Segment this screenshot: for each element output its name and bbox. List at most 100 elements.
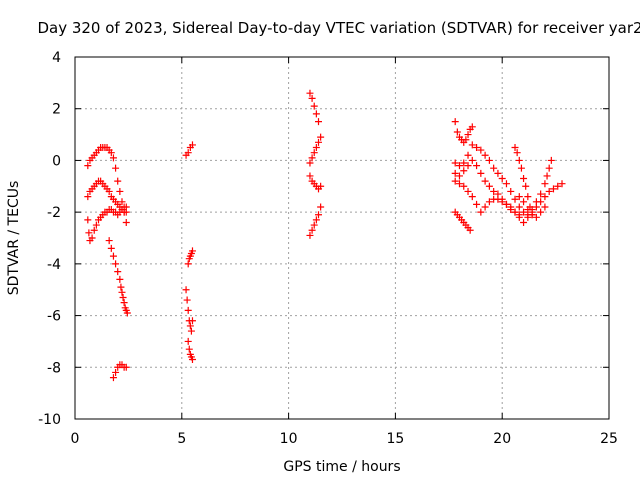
x-tick-label: 5 xyxy=(177,431,186,447)
data-point xyxy=(468,123,476,131)
data-point xyxy=(464,131,472,139)
data-point xyxy=(520,198,528,206)
data-point xyxy=(455,162,463,170)
data-point xyxy=(543,172,551,180)
data-point xyxy=(515,203,523,211)
data-point xyxy=(312,144,320,151)
x-tick-label: 0 xyxy=(71,431,80,447)
series-arc-l xyxy=(306,203,325,239)
data-point xyxy=(114,177,122,185)
data-point xyxy=(477,208,485,216)
data-point xyxy=(513,149,521,157)
x-tick-label: 20 xyxy=(493,431,511,447)
data-point xyxy=(116,187,124,195)
data-point xyxy=(84,162,92,170)
data-point xyxy=(308,154,316,162)
data-point xyxy=(109,374,117,382)
data-point xyxy=(107,244,115,252)
data-point xyxy=(188,141,196,149)
series-arc-u xyxy=(515,193,549,221)
data-point xyxy=(451,118,459,126)
data-point xyxy=(460,182,468,190)
data-point xyxy=(524,193,532,201)
series-arc-h xyxy=(182,286,196,364)
data-point xyxy=(308,226,316,234)
data-point xyxy=(549,185,557,193)
series-arc-t xyxy=(524,156,555,221)
data-point xyxy=(547,156,555,164)
series-arc-p xyxy=(451,177,523,219)
data-point xyxy=(306,89,314,97)
series-arc-e xyxy=(109,361,130,382)
data-point xyxy=(306,172,314,180)
data-point xyxy=(92,221,100,229)
data-point xyxy=(184,337,192,345)
data-point xyxy=(317,133,325,141)
data-point xyxy=(541,203,549,211)
data-point xyxy=(117,283,125,291)
data-point xyxy=(507,187,515,195)
data-point xyxy=(498,198,506,206)
data-point xyxy=(315,118,323,126)
data-point xyxy=(118,288,126,296)
data-point xyxy=(187,327,195,335)
series-arc-b xyxy=(84,177,130,216)
data-point xyxy=(485,198,493,206)
y-tick-label: -2 xyxy=(47,205,61,221)
data-point xyxy=(312,110,320,118)
data-point xyxy=(122,218,130,226)
data-point xyxy=(498,175,506,183)
data-point xyxy=(451,169,459,177)
data-point xyxy=(312,216,320,224)
data-point xyxy=(554,182,562,190)
data-point xyxy=(186,322,194,330)
data-point xyxy=(520,175,528,183)
x-axis-label: GPS time / hours xyxy=(283,459,400,475)
data-point xyxy=(537,208,545,216)
data-point xyxy=(464,162,472,170)
data-point xyxy=(184,306,192,314)
x-tick-labels: 0 5 10 15 20 25 xyxy=(71,431,618,447)
series-arc-d xyxy=(105,237,131,317)
data-point xyxy=(84,193,92,201)
data-point xyxy=(112,260,120,268)
y-tick-label: -10 xyxy=(38,412,61,428)
data-point xyxy=(515,211,523,219)
data-point xyxy=(105,237,113,245)
data-point xyxy=(90,226,98,234)
data-point xyxy=(112,368,120,376)
data-point xyxy=(184,149,192,157)
data-point xyxy=(109,154,117,162)
data-point xyxy=(308,94,316,102)
data-point xyxy=(502,180,510,188)
data-point xyxy=(537,190,545,198)
data-point xyxy=(451,159,459,167)
data-point xyxy=(315,211,323,219)
data-point xyxy=(122,203,130,211)
data-point xyxy=(88,234,96,242)
series-arc-f xyxy=(182,141,196,159)
data-point xyxy=(485,156,493,164)
data-point xyxy=(468,193,476,201)
data-point xyxy=(528,211,536,219)
data-point xyxy=(460,167,468,175)
data-point xyxy=(188,356,196,364)
data-point xyxy=(520,218,528,226)
data-point xyxy=(310,149,318,157)
data-point xyxy=(114,268,122,276)
data-point xyxy=(123,309,131,317)
series-arc-j xyxy=(306,133,325,167)
chart-title: Day 320 of 2023, Sidereal Day-to-day VTE… xyxy=(37,19,640,37)
data-point xyxy=(545,164,553,172)
data-point xyxy=(310,221,318,229)
data-point xyxy=(317,203,325,211)
data-point xyxy=(473,200,481,208)
data-point xyxy=(558,180,566,188)
data-point xyxy=(118,198,126,206)
data-point xyxy=(464,187,472,195)
data-point xyxy=(511,144,519,151)
data-point xyxy=(188,247,196,255)
data-point xyxy=(468,141,476,149)
data-point xyxy=(122,363,130,371)
